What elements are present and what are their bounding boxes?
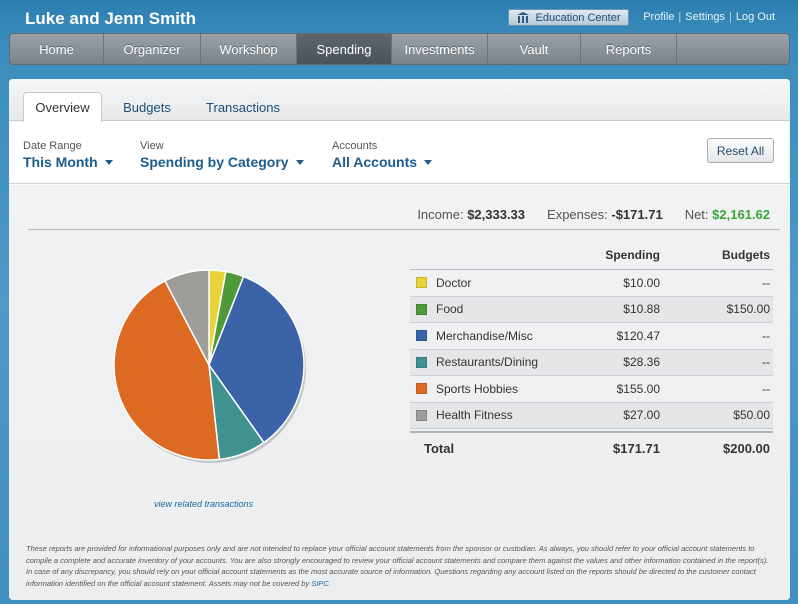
accounts-value: All Accounts xyxy=(332,154,418,170)
table-row[interactable]: Food $10.88 $150.00 xyxy=(410,296,773,323)
table-row[interactable]: Doctor $10.00 -- xyxy=(410,270,773,297)
spending-panel: Overview Budgets Transactions Date Range… xyxy=(9,79,790,600)
view-filter[interactable]: View Spending by Category xyxy=(140,140,304,170)
tabs-bar: Overview Budgets Transactions xyxy=(9,79,790,122)
income-label: Income: xyxy=(417,207,464,222)
pie-slice-sports-hobbies[interactable] xyxy=(113,279,221,461)
tab-transactions[interactable]: Transactions xyxy=(206,99,280,115)
nav-organizer[interactable]: Organizer xyxy=(104,34,201,64)
chevron-down-icon xyxy=(424,159,433,165)
total-row: Total $171.71 $200.00 xyxy=(410,431,773,463)
total-label: Total xyxy=(424,440,455,456)
nav-home[interactable]: Home xyxy=(10,34,104,64)
category-swatch xyxy=(416,383,427,395)
summary-bar: Income: $2,333.33 Expenses: -$171.71 Net… xyxy=(417,207,770,222)
divider xyxy=(28,229,780,230)
budget-cell: $50.00 xyxy=(733,408,770,423)
table-row[interactable]: Sports Hobbies $155.00 -- xyxy=(410,376,773,403)
spending-cell: $10.88 xyxy=(623,302,660,317)
view-related-transactions-link[interactable]: view related transactions xyxy=(154,499,254,509)
budget-cell: -- xyxy=(762,355,770,370)
date-range-label: Date Range xyxy=(23,140,82,152)
filters-bar: Date Range This Month View Spending by C… xyxy=(9,122,790,184)
report-content: Income: $2,333.33 Expenses: -$171.71 Net… xyxy=(9,185,790,600)
category-swatch xyxy=(416,409,427,421)
category-name: Doctor xyxy=(436,275,472,290)
top-links: Profile | Settings | Log Out xyxy=(643,11,775,23)
view-value: Spending by Category xyxy=(140,154,289,170)
spending-pie-chart[interactable] xyxy=(109,265,309,465)
disclaimer-text: These reports are provided for informati… xyxy=(26,544,769,588)
budget-cell: -- xyxy=(762,275,770,290)
table-header: Spending Budgets xyxy=(410,241,773,270)
category-name: Sports Hobbies xyxy=(436,381,519,396)
category-cell: Restaurants/Dining xyxy=(410,355,560,369)
spending-cell: $155.00 xyxy=(616,381,660,396)
expenses-value: -$171.71 xyxy=(611,207,663,222)
category-name: Restaurants/Dining xyxy=(436,355,539,370)
reset-all-button[interactable]: Reset All xyxy=(707,138,774,163)
spending-column-header: Spending xyxy=(605,248,660,262)
chevron-down-icon xyxy=(295,159,304,165)
accounts-filter[interactable]: Accounts All Accounts xyxy=(332,140,433,170)
category-name: Health Fitness xyxy=(436,408,513,423)
nav-reports[interactable]: Reports xyxy=(581,34,677,64)
pie-slice-merchandise-misc[interactable] xyxy=(208,275,305,444)
category-swatch xyxy=(416,303,427,315)
table-row[interactable]: Health Fitness $27.00 $50.00 xyxy=(410,402,773,429)
net-label: Net: xyxy=(684,207,709,222)
tab-budgets[interactable]: Budgets xyxy=(123,99,171,115)
bank-icon xyxy=(516,12,530,23)
category-cell: Food xyxy=(410,302,560,316)
header-title: Luke and Jenn Smith xyxy=(25,9,196,28)
category-swatch xyxy=(416,356,427,368)
category-swatch xyxy=(416,277,427,289)
income-value: $2,333.33 xyxy=(467,207,526,222)
sipc-link[interactable]: SIPC xyxy=(311,578,329,588)
spending-cell: $10.00 xyxy=(623,275,660,290)
spending-cell: $28.36 xyxy=(623,355,660,370)
profile-link[interactable]: Profile xyxy=(643,11,675,23)
nav-workshop[interactable]: Workshop xyxy=(201,34,297,64)
budget-cell: -- xyxy=(762,328,770,343)
date-range-filter[interactable]: Date Range This Month xyxy=(23,140,113,170)
category-swatch xyxy=(416,330,427,342)
budget-cell: -- xyxy=(762,381,770,396)
logout-link[interactable]: Log Out xyxy=(735,11,775,23)
accounts-label: Accounts xyxy=(332,140,378,152)
category-name: Food xyxy=(436,302,464,317)
education-center-label: Education Center xyxy=(535,11,621,24)
table-row[interactable]: Merchandise/Misc $120.47 -- xyxy=(410,323,773,350)
nav-vault[interactable]: Vault xyxy=(488,34,581,64)
net-value: $2,161.62 xyxy=(712,207,770,222)
tab-overview[interactable]: Overview xyxy=(23,92,102,122)
total-budget: $200.00 xyxy=(723,440,770,456)
category-name: Merchandise/Misc xyxy=(436,328,533,343)
total-spending: $171.71 xyxy=(613,440,660,456)
pie-slice-health-fitness[interactable] xyxy=(163,269,210,366)
nav-investments[interactable]: Investments xyxy=(392,34,488,64)
spending-cell: $120.47 xyxy=(616,328,660,343)
spending-cell: $27.00 xyxy=(623,408,660,423)
expenses-label: Expenses: xyxy=(547,207,608,222)
table-row[interactable]: Restaurants/Dining $28.36 -- xyxy=(410,349,773,376)
budget-cell: $150.00 xyxy=(726,302,770,317)
nav-spending[interactable]: Spending xyxy=(297,34,392,64)
category-cell: Sports Hobbies xyxy=(410,382,560,396)
budgets-column-header: Budgets xyxy=(722,248,770,262)
spending-table: Spending Budgets Doctor $10.00 -- Food $10.8… xyxy=(410,241,773,463)
settings-link[interactable]: Settings xyxy=(685,11,725,23)
category-cell: Health Fitness xyxy=(410,408,560,422)
education-center-button[interactable]: Education Center xyxy=(508,9,629,26)
category-cell: Merchandise/Misc xyxy=(410,329,560,343)
main-nav: Home Organizer Workshop Spending Investm… xyxy=(9,33,790,65)
date-range-value: This Month xyxy=(23,154,98,170)
category-cell: Doctor xyxy=(410,276,560,290)
chevron-down-icon xyxy=(104,159,113,165)
view-label: View xyxy=(140,140,164,152)
